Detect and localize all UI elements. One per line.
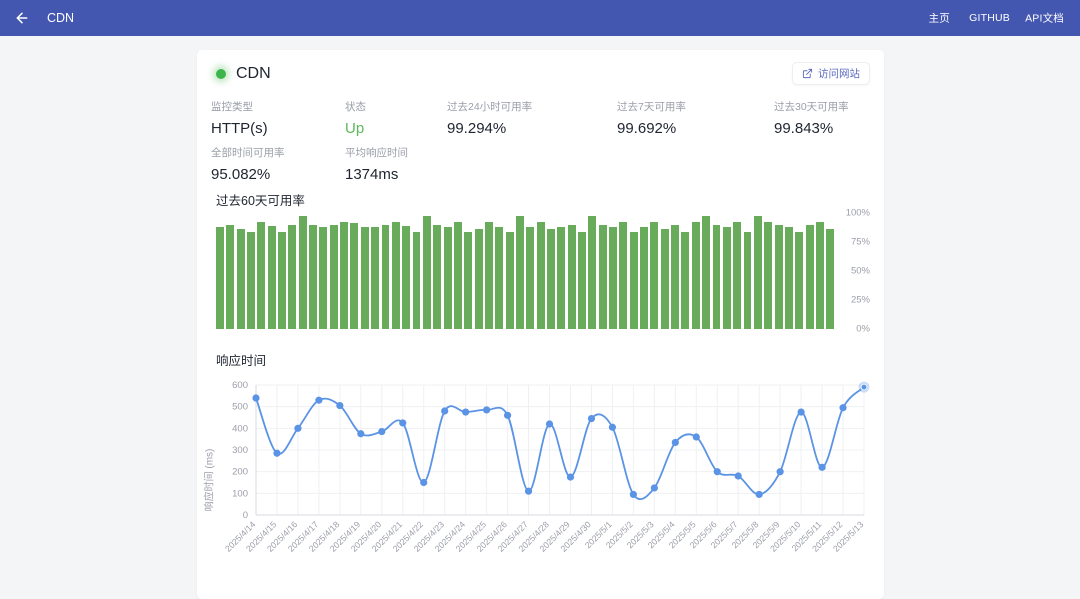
svg-text:500: 500 [232, 402, 248, 413]
svg-text:300: 300 [232, 445, 248, 456]
svg-text:100: 100 [232, 488, 248, 499]
svg-text:200: 200 [232, 467, 248, 478]
svg-text:600: 600 [232, 380, 248, 391]
svg-text:400: 400 [232, 423, 248, 434]
svg-text:0: 0 [243, 510, 248, 521]
